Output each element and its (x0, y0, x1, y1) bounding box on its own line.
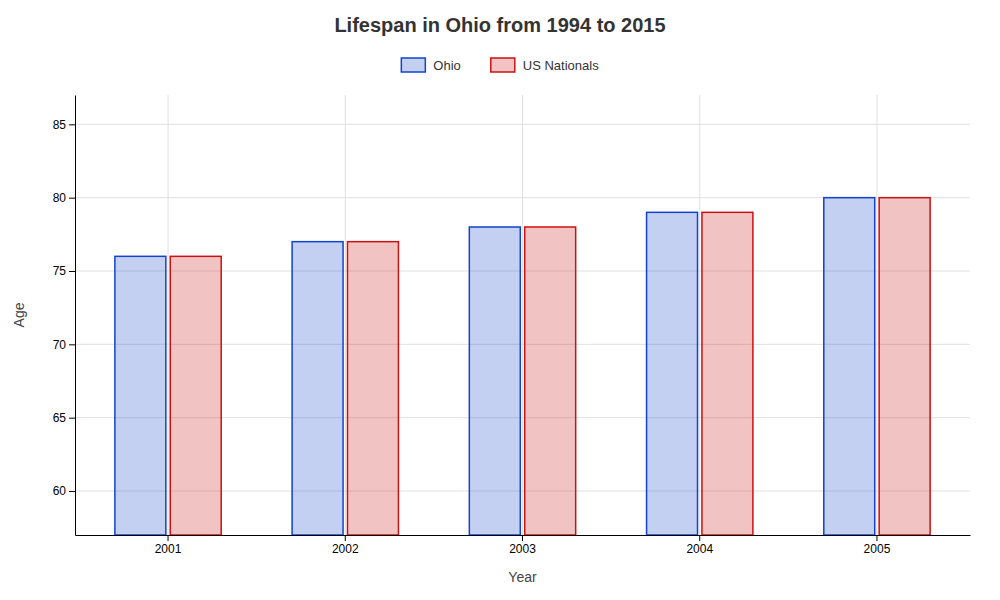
y-axis-title: Age (11, 302, 27, 327)
y-tick-mark (69, 198, 75, 199)
x-tick-label: 2004 (686, 542, 713, 556)
legend-swatch (491, 58, 515, 72)
y-tick-label: 85 (53, 118, 67, 132)
y-tick-label: 60 (53, 484, 67, 498)
chart-container: 2001 2002 2003 2004 2005 60 65 70 75 80 85 Lifespan… (0, 0, 1000, 600)
x-tick: 2001 (155, 535, 182, 556)
y-axis-line (75, 96, 76, 536)
legend-item: US Nationals (491, 58, 599, 73)
y-tick-mark (69, 124, 75, 125)
y-tick-mark (69, 344, 75, 345)
y-tick: 85 (53, 118, 75, 132)
y-axis: 60 65 70 75 80 85 (53, 96, 76, 536)
x-grid-line (345, 95, 346, 535)
bar (647, 212, 698, 535)
bar (879, 198, 930, 535)
x-tick-label: 2002 (332, 542, 359, 556)
legend-item: Ohio (401, 58, 460, 73)
x-grid-line (522, 95, 523, 535)
x-tick-mark (345, 535, 346, 541)
bar (469, 227, 520, 535)
chart-title: Lifespan in Ohio from 1994 to 2015 (334, 14, 665, 36)
chart-svg: 2001 2002 2003 2004 2005 60 65 70 75 80 85 Lifespan… (0, 0, 1000, 600)
legend: Ohio US Nationals (401, 58, 599, 73)
x-axis: 2001 2002 2003 2004 2005 (76, 535, 971, 556)
bar (824, 198, 875, 535)
x-tick-label: 2005 (864, 542, 891, 556)
y-tick-mark (69, 491, 75, 492)
x-tick: 2002 (332, 535, 359, 556)
bar (115, 256, 166, 535)
x-tick-mark (876, 535, 877, 541)
bar (170, 256, 221, 535)
x-tick-label: 2001 (155, 542, 182, 556)
bar (525, 227, 576, 535)
x-tick: 2005 (864, 535, 891, 556)
y-tick-label: 80 (53, 191, 67, 205)
y-tick: 80 (53, 191, 75, 205)
x-tick-label: 2003 (509, 542, 536, 556)
y-tick-mark (69, 271, 75, 272)
x-tick: 2003 (509, 535, 536, 556)
x-grid-line (876, 95, 877, 535)
legend-label: US Nationals (523, 58, 599, 73)
bar (347, 242, 398, 535)
x-tick-mark (522, 535, 523, 541)
x-tick-mark (699, 535, 700, 541)
grid (75, 95, 970, 535)
x-grid-line (168, 95, 169, 535)
y-tick: 70 (53, 338, 75, 352)
bar-series (170, 198, 930, 535)
y-tick-label: 75 (53, 264, 67, 278)
bar-series (115, 198, 875, 535)
y-tick: 75 (53, 264, 75, 278)
bar (702, 212, 753, 535)
x-tick-mark (168, 535, 169, 541)
x-axis-title: Year (508, 569, 537, 585)
y-tick-label: 70 (53, 338, 67, 352)
y-tick: 65 (53, 411, 75, 425)
legend-label: Ohio (433, 58, 460, 73)
legend-swatch (401, 58, 425, 72)
x-tick: 2004 (686, 535, 713, 556)
y-tick-label: 65 (53, 411, 67, 425)
y-tick-mark (69, 418, 75, 419)
x-grid-line (699, 95, 700, 535)
bar (292, 242, 343, 535)
bars (115, 198, 930, 535)
y-tick: 60 (53, 484, 75, 498)
